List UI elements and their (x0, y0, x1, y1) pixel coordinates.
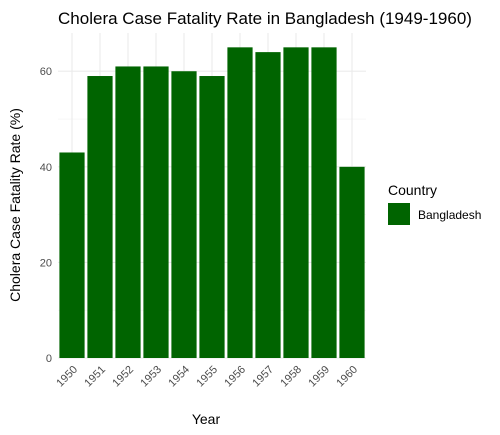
bar-1956 (227, 47, 253, 359)
x-tick-label: 1951 (82, 364, 108, 390)
plot-bars (59, 47, 365, 359)
y-axis-title: Cholera Case Fatality Rate (%) (7, 108, 23, 302)
y-tick-label: 40 (40, 162, 52, 174)
y-tick-label: 20 (40, 257, 52, 269)
x-tick-label: 1960 (334, 364, 360, 390)
bar-1959 (311, 47, 337, 359)
bar-1951 (87, 76, 113, 358)
bar-1958 (283, 47, 309, 359)
y-tick-label: 0 (46, 353, 52, 365)
chart-title: Cholera Case Fatality Rate in Bangladesh… (58, 9, 472, 28)
bar-1960 (339, 166, 365, 358)
legend-title: Country (388, 182, 437, 198)
x-tick-label: 1956 (222, 364, 248, 390)
x-tick-label: 1955 (194, 364, 220, 390)
x-axis-title: Year (192, 411, 221, 427)
bar-1957 (255, 52, 281, 358)
x-tick-label: 1954 (166, 364, 192, 390)
x-tick-label: 1958 (278, 364, 304, 390)
legend-swatch (388, 203, 410, 225)
legend-label: Bangladesh (418, 208, 481, 222)
x-tick-label: 1959 (306, 364, 332, 390)
bar-1952 (115, 66, 141, 359)
x-tick-label: 1953 (138, 364, 164, 390)
x-tick-label: 1952 (110, 364, 136, 390)
bar-1953 (143, 66, 169, 359)
legend: Country Bangladesh (388, 182, 481, 225)
x-tick-label: 1950 (54, 364, 80, 390)
bar-1955 (199, 76, 225, 358)
y-tick-label: 60 (40, 66, 52, 78)
bar-1954 (171, 71, 197, 358)
y-axis-ticks: 0 20 40 60 (40, 66, 52, 365)
x-axis-ticks: 1950 1951 1952 1953 1954 1955 1956 1957 1958 1959… (54, 364, 360, 390)
bar-1950 (59, 152, 85, 358)
x-tick-label: 1957 (250, 364, 276, 390)
